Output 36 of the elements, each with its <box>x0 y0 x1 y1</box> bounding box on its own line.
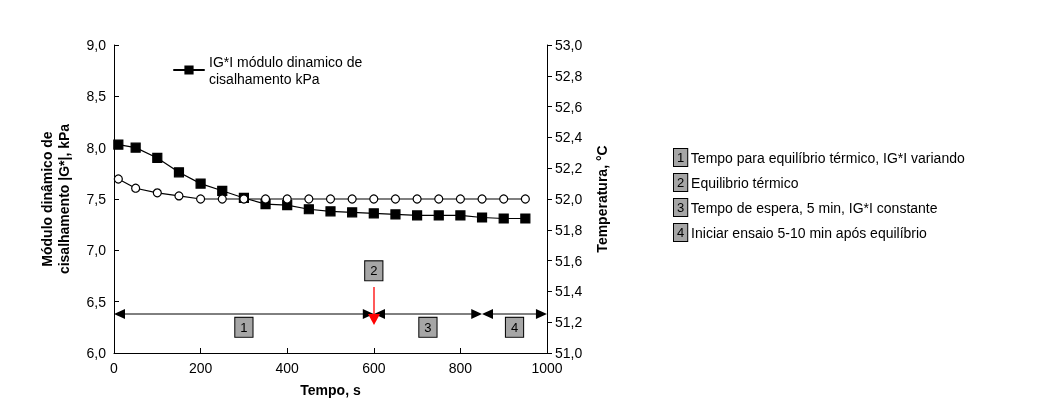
legend-label: IG*I módulo dinamico de cisalhamento kPa <box>209 53 367 87</box>
text: 3 Tempo de espera, 5 min, IG*I constante <box>677 199 938 216</box>
y-tick-label: 7,5 <box>86 191 107 207</box>
annotation: 4 <box>510 319 519 335</box>
annotation: 2 <box>370 263 378 279</box>
y2-tick-label: 52,4 <box>555 129 583 146</box>
annotation: 3 <box>424 319 432 335</box>
y2-tick-label: 51,4 <box>555 283 583 300</box>
text: 2 Equilibrio térmico <box>677 174 799 191</box>
y2-tick-label: 51,8 <box>555 221 583 238</box>
x-tick-label: 800 <box>448 360 473 376</box>
y2-tick-label: 52,0 <box>555 191 583 207</box>
text: 1 Tempo para equilíbrio térmico, IG*I variando <box>677 149 965 166</box>
x-axis-title: Tempo, s <box>300 382 361 398</box>
x-tick-label: 1000 <box>531 360 563 376</box>
y2-tick-label: 52,6 <box>555 98 583 115</box>
y2-tick-label: 52,8 <box>555 67 583 84</box>
y-axis-title: Módulo dinâmico de cisalhamento |G*|, kPa <box>38 123 72 275</box>
y2-tick-label: 51,0 <box>555 345 583 361</box>
y2-tick-label: 51,6 <box>555 252 583 269</box>
text: 4 Iniciar ensaio 5-10 min após equilíbrio <box>677 224 928 241</box>
x-tick-label: 600 <box>362 360 386 376</box>
y-tick-label: 8,0 <box>86 139 107 156</box>
x-tick-label: 200 <box>188 360 213 376</box>
y2-tick-label: 52,2 <box>555 160 583 177</box>
y2-tick-label: 51,2 <box>555 314 583 331</box>
x-tick-label: 0 <box>110 360 119 376</box>
y2-tick-label: 53,0 <box>555 37 583 53</box>
y-tick-label: 6,5 <box>86 293 107 310</box>
y-tick-label: 6,0 <box>86 345 107 361</box>
annotation: 1 <box>240 319 248 335</box>
y-tick-label: 8,5 <box>86 88 107 105</box>
y2-axis-title: Temperatura, °C <box>594 145 610 253</box>
x-tick-label: 400 <box>275 360 300 376</box>
y-tick-label: 9,0 <box>86 37 107 53</box>
y-tick-label: 7,0 <box>86 242 107 259</box>
